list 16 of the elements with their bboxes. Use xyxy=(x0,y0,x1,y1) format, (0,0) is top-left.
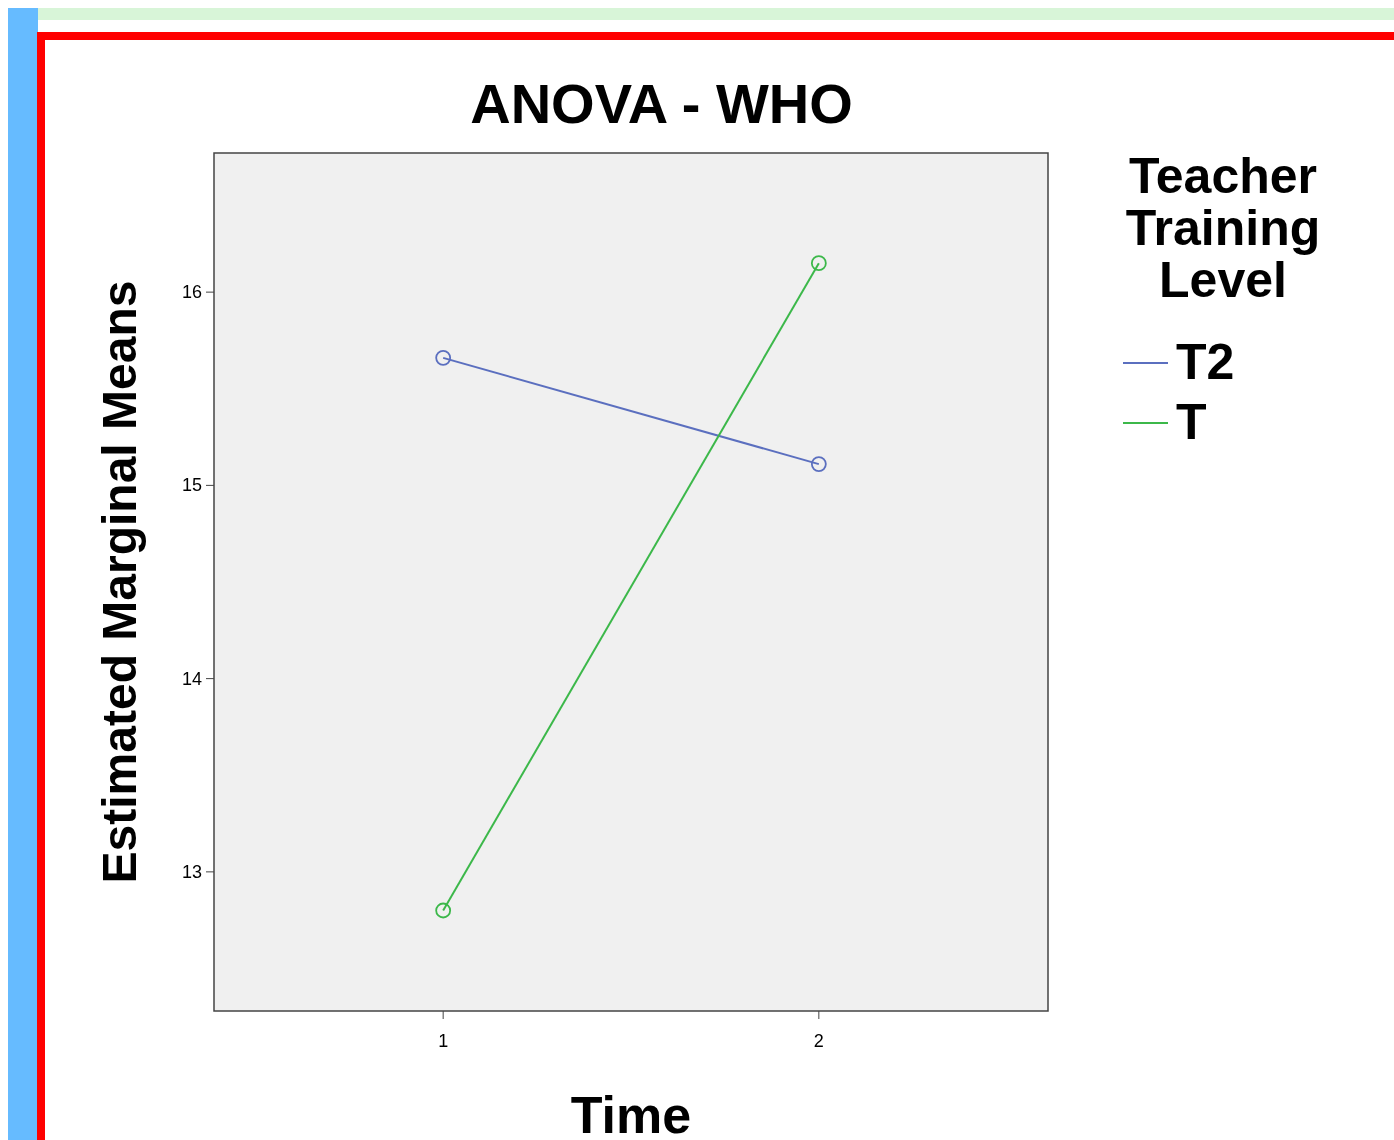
y-tick-label: 14 xyxy=(181,668,202,689)
x-axis-title: Time xyxy=(570,1086,692,1140)
x-tick-label: 1 xyxy=(438,1031,449,1051)
y-tick-label: 15 xyxy=(181,475,202,496)
y-tick-label: 13 xyxy=(181,861,202,882)
chart-title: ANOVA - WHO xyxy=(470,72,853,135)
legend-title: Teacher Training Level xyxy=(1125,148,1321,308)
y-axis-title: Estimated Marginal Means xyxy=(93,280,146,884)
x-tick-label: 2 xyxy=(813,1031,824,1051)
point xyxy=(435,902,452,919)
legend-label: T2 xyxy=(1176,334,1235,390)
point xyxy=(435,349,452,366)
legend-label: T xyxy=(1176,394,1207,450)
point xyxy=(810,456,827,473)
y-tick-label: 16 xyxy=(181,282,202,303)
point xyxy=(810,255,827,272)
